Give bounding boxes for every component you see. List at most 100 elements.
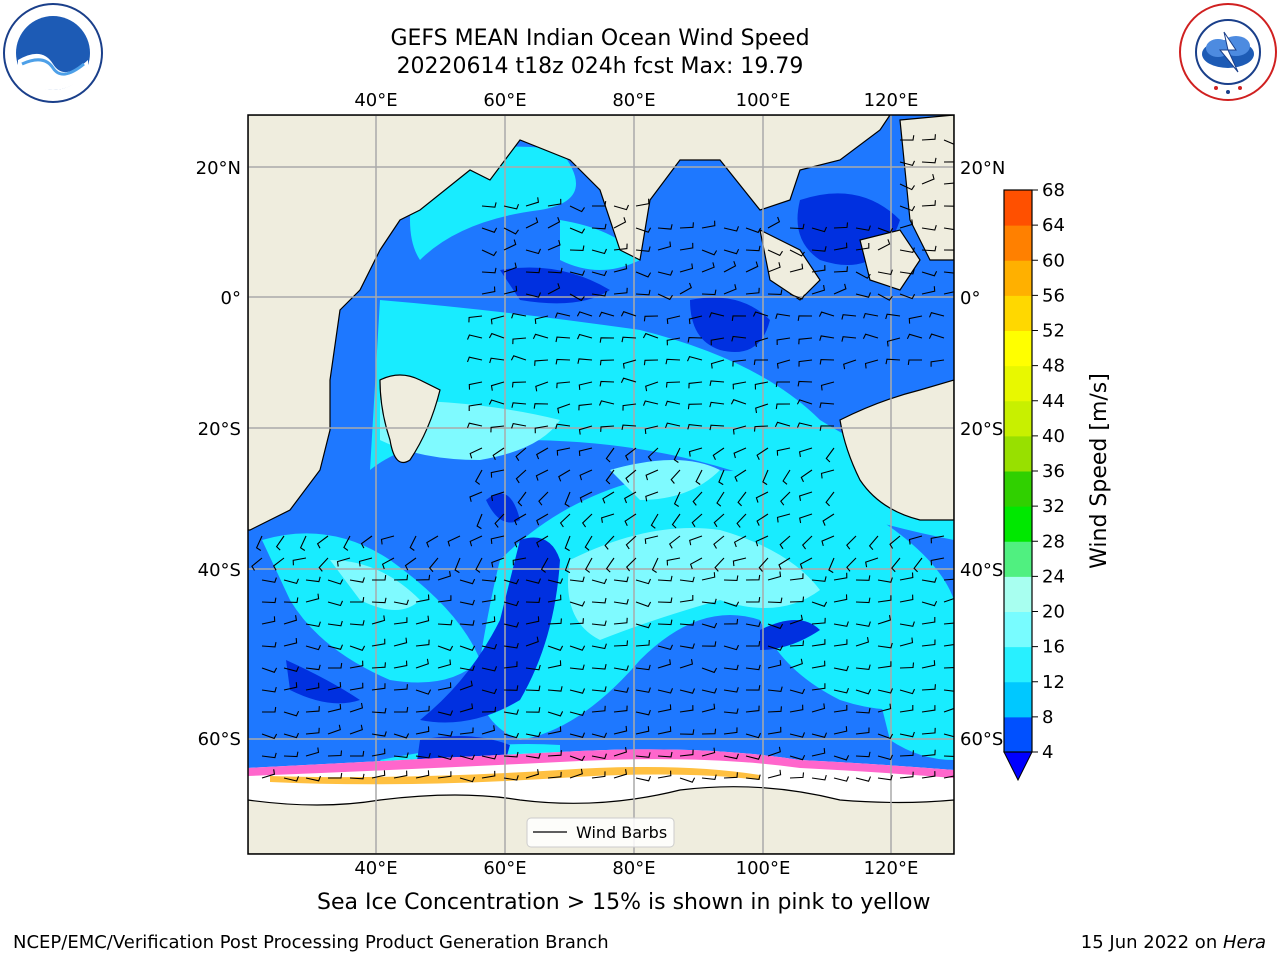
wind-barb [591, 732, 608, 739]
wind-barb [437, 645, 454, 652]
colorbar-segment [1004, 260, 1032, 296]
wind-barb [930, 535, 945, 544]
wind-barb [775, 403, 791, 410]
wind-barb [943, 689, 954, 692]
wind-barb [811, 576, 827, 582]
wind-barb [547, 750, 562, 757]
wind-barb [349, 682, 364, 691]
wind-barb [767, 216, 781, 229]
lon-tick-top-1: 40°E [354, 90, 397, 111]
wind-barb [921, 157, 937, 164]
wind-barb [525, 731, 541, 738]
wind-barb [723, 248, 740, 255]
colorbar-segment [1004, 681, 1032, 718]
wind-barb [503, 239, 517, 251]
wind-barb [556, 447, 571, 456]
wind-barb [598, 311, 615, 318]
lon-tick-top-4: 100°E [736, 90, 791, 111]
wind-barb [723, 708, 739, 714]
wind-barb [613, 725, 628, 735]
wind-barb [635, 752, 651, 758]
wind-barb [581, 513, 593, 528]
wind-barb [679, 595, 694, 603]
wind-barb [855, 707, 871, 714]
wind-barb [393, 599, 409, 606]
wind-barb [657, 241, 672, 251]
wind-barb [437, 682, 452, 691]
wind-barb [605, 447, 615, 463]
wind-barb [620, 377, 637, 383]
wind-barb [490, 381, 505, 391]
wind-barb [613, 287, 628, 295]
wind-barb [635, 246, 651, 252]
wind-barb [701, 774, 717, 780]
wind-barb [283, 578, 300, 585]
wind-barb [514, 535, 527, 548]
wind-barb [833, 688, 850, 694]
wind-barb [899, 731, 915, 738]
wind-barb [624, 447, 637, 461]
wind-barb [723, 618, 739, 625]
wind-barb [283, 710, 300, 717]
wind-barb [261, 577, 277, 583]
wind-barb [299, 535, 307, 551]
wind-barb [643, 315, 659, 322]
wind-barb [745, 664, 761, 671]
wind-barb [657, 224, 673, 230]
wind-barb [899, 594, 914, 603]
wind-barb [789, 658, 803, 669]
wind-barb [767, 660, 782, 669]
colorbar-segment [1004, 716, 1032, 753]
wind-barb [283, 732, 300, 739]
wind-barb [650, 513, 659, 529]
wind-barb [261, 597, 277, 604]
wind-barb [605, 557, 615, 573]
wind-barb [665, 400, 681, 407]
wind-barb [635, 709, 651, 716]
wind-barb [305, 593, 320, 603]
wind-barb [723, 727, 738, 735]
wind-barb [316, 535, 329, 549]
lon-tick-top-5: 120°E [864, 90, 919, 111]
colorbar-tick-label: 44 [1042, 391, 1065, 412]
wind-barb [578, 447, 593, 457]
wind-barb [908, 535, 923, 545]
wind-barb [564, 491, 571, 508]
wind-barb [877, 661, 892, 669]
wind-barb [885, 358, 901, 365]
wind-barb [459, 754, 476, 761]
wind-barb [943, 622, 954, 625]
wind-barb [723, 261, 737, 273]
wind-barb [380, 535, 395, 545]
wind-barb [877, 577, 893, 583]
wind-barb [488, 332, 505, 339]
wind-barb [833, 242, 848, 251]
wind-barb [372, 575, 387, 581]
wind-barb [283, 666, 300, 672]
wind-barb [647, 447, 659, 462]
wind-barb [393, 637, 408, 647]
colorbar-segment [1004, 506, 1032, 542]
wind-barb [921, 639, 936, 647]
wind-barb [490, 315, 505, 325]
wind-barb [481, 576, 497, 582]
wind-barb [907, 359, 922, 365]
wind-barb [579, 491, 593, 503]
wind-barb [625, 557, 637, 572]
wind-barb [877, 595, 892, 603]
wind-barb [371, 638, 386, 647]
wind-barb [536, 535, 549, 548]
wind-barb [928, 312, 945, 318]
lon-tick-bottom-5: 120°E [864, 858, 919, 879]
wind-barb [687, 337, 703, 343]
wind-barb [745, 621, 761, 628]
wind-barb [481, 754, 498, 760]
wind-barb [877, 688, 894, 694]
wind-barb [921, 617, 936, 625]
wind-barb [415, 594, 430, 603]
wind-barb [349, 750, 365, 757]
wind-barb [943, 139, 954, 145]
wind-barb [819, 425, 835, 431]
wind-barb [547, 267, 563, 274]
wind-barb [393, 684, 408, 691]
